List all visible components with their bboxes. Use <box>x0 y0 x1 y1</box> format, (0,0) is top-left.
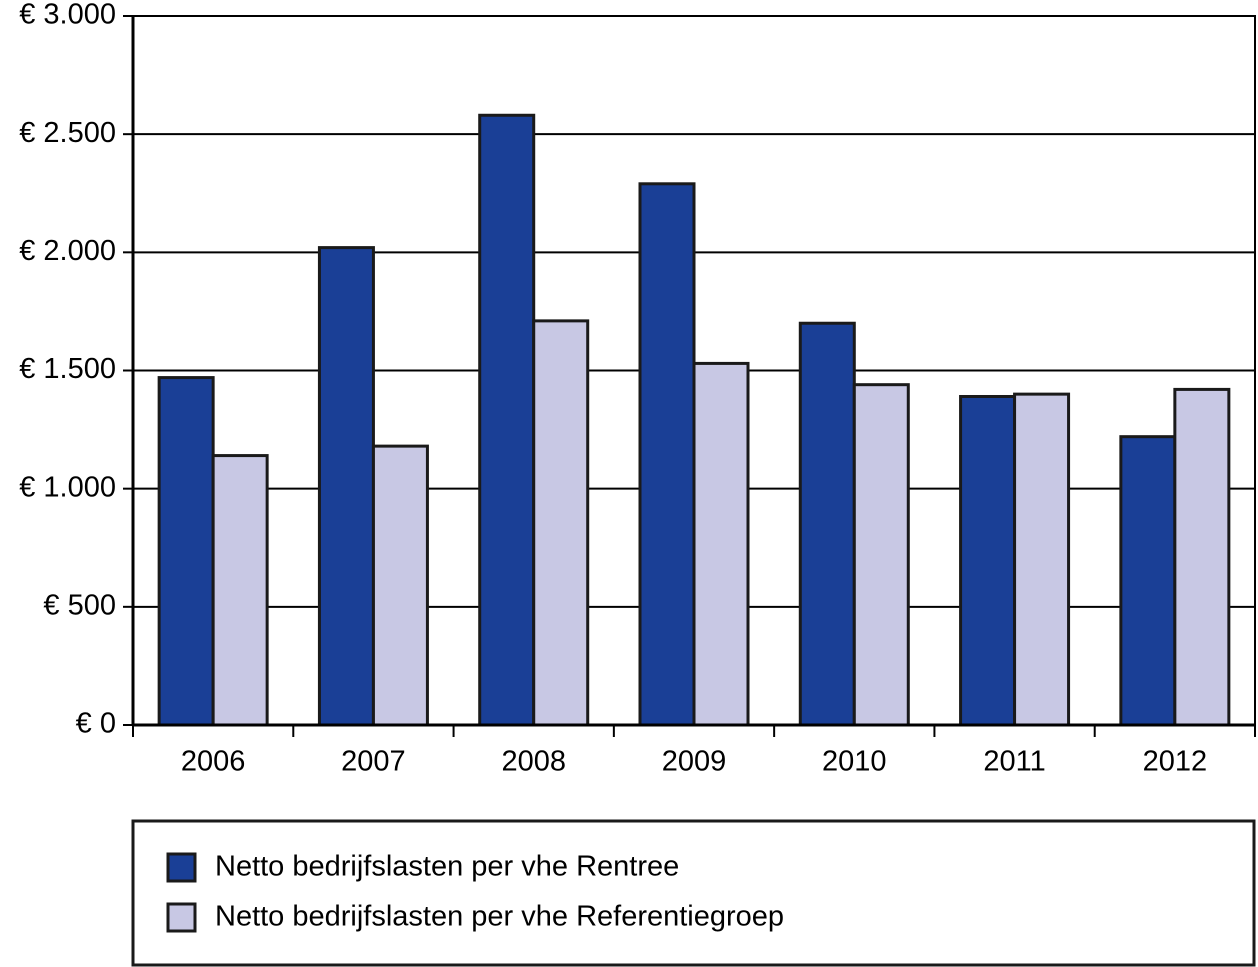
x-tick-label: 2008 <box>501 746 566 778</box>
x-tick-label: 2010 <box>822 746 887 778</box>
x-tick-label: 2007 <box>341 746 406 778</box>
y-tick-label: € 2.500 <box>19 117 116 149</box>
y-tick-label: € 3.000 <box>19 0 116 31</box>
x-tick-label: 2009 <box>662 746 727 778</box>
y-tick-label: € 1.500 <box>19 353 116 385</box>
bar <box>1013 392 1071 727</box>
y-tick-label: € 500 <box>43 589 116 621</box>
y-tick-label: € 2.000 <box>19 235 116 267</box>
bar <box>157 376 215 727</box>
bar <box>1173 387 1231 727</box>
bar <box>852 383 910 727</box>
bar <box>959 394 1017 727</box>
legend-swatch <box>166 902 197 933</box>
legend-swatch <box>166 852 197 883</box>
bar <box>638 182 696 727</box>
legend-box <box>131 819 1256 967</box>
bar <box>371 444 429 727</box>
legend-label: Netto bedrijfslasten per vhe Referentieg… <box>215 901 784 933</box>
y-tick-label: € 1.000 <box>19 471 116 503</box>
bar <box>532 319 590 727</box>
bar <box>1119 435 1177 727</box>
bar <box>211 454 269 727</box>
x-tick-label: 2011 <box>983 746 1045 778</box>
bar <box>692 361 750 727</box>
bar <box>317 246 375 727</box>
bar <box>798 321 856 727</box>
x-tick-label: 2006 <box>181 746 246 778</box>
y-tick-label: € 0 <box>76 708 116 740</box>
x-tick-label: 2012 <box>1143 746 1208 778</box>
bar <box>478 113 536 727</box>
legend-label: Netto bedrijfslasten per vhe Rentree <box>215 851 679 883</box>
